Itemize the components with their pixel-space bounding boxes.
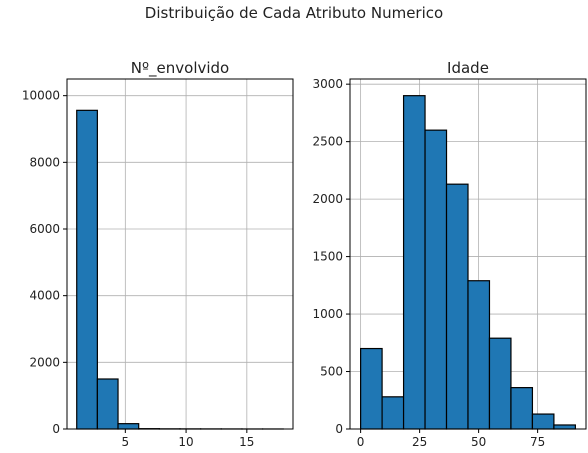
y-tick-label: 2500: [312, 135, 343, 149]
panel-title: Idade: [447, 59, 489, 77]
panel-title: Nº_envolvido: [131, 59, 230, 78]
x-tick-label: 75: [530, 435, 545, 449]
histogram-bar: [424, 129, 448, 430]
y-tick-label: 3000: [312, 77, 343, 91]
histogram-bar: [117, 423, 140, 430]
y-tick-label: 6000: [29, 222, 60, 236]
histogram-bar: [488, 337, 512, 430]
y-tick-label: 4000: [29, 289, 60, 303]
histogram-bar: [96, 378, 119, 430]
histogram-bar: [381, 396, 405, 430]
y-tick-label: 10000: [22, 89, 60, 103]
histogram-panel-2: 0 25 50 75 0 500 1000 1500 2000 2500 3000 Idade: [312, 59, 587, 449]
histogram-bar: [445, 183, 469, 430]
y-tick-label: 8000: [29, 155, 60, 169]
histogram-bar: [467, 280, 491, 430]
x-tick-label: 10: [178, 435, 193, 449]
figure-title: Distribuição de Cada Atributo Numerico: [144, 4, 444, 22]
histogram-bar: [553, 424, 576, 430]
x-tick-label: 5: [122, 435, 130, 449]
x-tick-label: 25: [412, 435, 427, 449]
histogram-panel-1: 5 10 15 0 2000 4000 6000 8000 10000 Nº_envolvido: [22, 59, 294, 449]
y-tick-label: 1000: [312, 307, 343, 321]
histogram-bar: [402, 95, 426, 430]
y-tick-label: 0: [52, 422, 60, 436]
histogram-bar: [531, 413, 555, 430]
x-tick-label: 50: [471, 435, 486, 449]
histogram-bar: [510, 387, 534, 430]
histogram-bar: [360, 347, 383, 430]
y-tick-label: 0: [335, 422, 343, 436]
y-tick-label: 500: [320, 365, 343, 379]
y-tick-label: 2000: [312, 192, 343, 206]
axes-frame: [349, 78, 587, 430]
x-tick-label: 15: [239, 435, 254, 449]
histogram-bar: [76, 109, 98, 430]
y-tick-label: 1500: [312, 250, 343, 264]
x-tick-label: 0: [357, 435, 365, 449]
axes-frame: [66, 78, 294, 430]
y-tick-label: 2000: [29, 355, 60, 369]
